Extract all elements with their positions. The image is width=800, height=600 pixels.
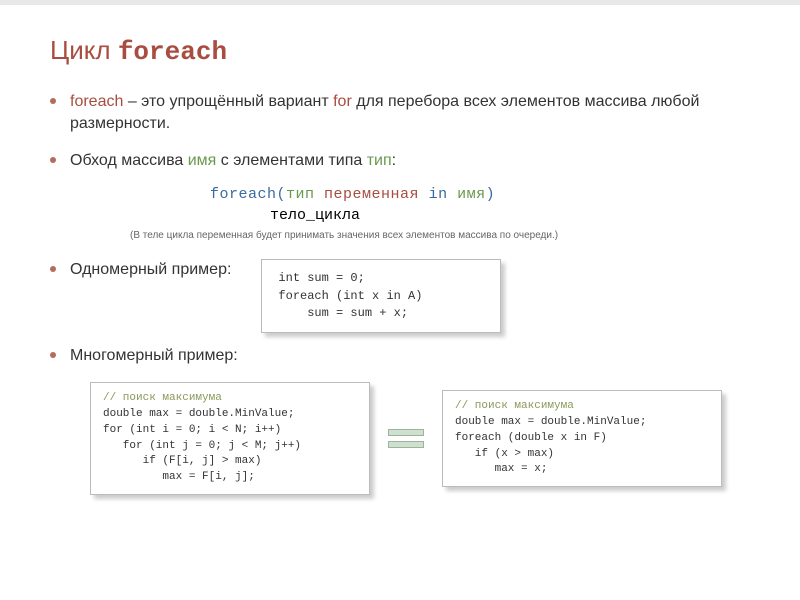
syn-kw: foreach( (210, 186, 286, 203)
c2-l5: if (F[i, j] > max) (103, 455, 261, 467)
title-prefix: Цикл (50, 35, 118, 65)
c3-l3: foreach (double x in F) (455, 432, 607, 444)
trav-c: : (392, 152, 396, 169)
c1-l1: int sum = 0; (278, 271, 364, 285)
syn-name: имя (457, 186, 486, 203)
c3-l5: max = x; (455, 463, 547, 475)
title-keyword: foreach (118, 37, 227, 67)
slide-title: Цикл foreach (50, 35, 760, 67)
bullet-intro: foreach – это упрощённый вариант for для… (50, 91, 760, 136)
syn-type: тип (286, 186, 315, 203)
c2-l6: max = F[i, j]; (103, 471, 255, 483)
c2-l4: for (int j = 0; j < M; j++) (103, 440, 301, 452)
c1-l3: sum = sum + x; (278, 306, 408, 320)
row-1d: Одномерный пример: int sum = 0; foreach … (50, 259, 760, 333)
slide: Цикл foreach foreach – это упрощённый ва… (0, 0, 800, 515)
c3-l4: if (x > max) (455, 448, 554, 460)
c3-c: // поиск максимума (455, 400, 574, 412)
equals-bar-2 (388, 441, 424, 448)
trav-a: Обход массива (70, 152, 188, 169)
syn-in: in (419, 186, 457, 203)
c1-l2: foreach (int x in A) (278, 289, 422, 303)
note-inner: (В теле цикла переменная будет принимать… (130, 230, 558, 241)
intro-kw: foreach (70, 93, 123, 110)
intro-for: for (333, 93, 352, 110)
equals-icon (388, 429, 424, 448)
c2-c: // поиск максимума (103, 392, 222, 404)
trav-type: тип (367, 152, 392, 169)
syn-var: переменная (324, 186, 419, 203)
syn-close: ) (486, 186, 496, 203)
code-box-for: // поиск максимума double max = double.M… (90, 382, 370, 496)
bullet-nd: Многомерный пример: (50, 345, 760, 367)
syntax-body: тело_цикла (270, 207, 760, 224)
trav-b: с элементами типа (216, 152, 366, 169)
c2-l2: double max = double.MinValue; (103, 408, 294, 420)
code-box-1d: int sum = 0; foreach (int x in A) sum = … (261, 259, 501, 333)
bullet-1d: Одномерный пример: (50, 259, 231, 281)
c2-l3: for (int i = 0; i < N; i++) (103, 424, 281, 436)
code-box-foreach: // поиск максимума double max = double.M… (442, 390, 722, 488)
note-text: (В теле цикла переменная будет принимать… (130, 230, 760, 241)
bullet-traversal: Обход массива имя с элементами типа тип: (50, 150, 760, 172)
row-nd: // поиск максимума double max = double.M… (90, 382, 760, 496)
trav-name: имя (188, 152, 217, 169)
intro-text-a: – это упрощённый вариант (123, 93, 333, 110)
syntax-line: foreach(тип переменная in имя) (210, 186, 760, 203)
equals-bar-1 (388, 429, 424, 436)
c3-l2: double max = double.MinValue; (455, 416, 646, 428)
